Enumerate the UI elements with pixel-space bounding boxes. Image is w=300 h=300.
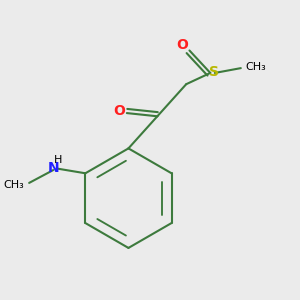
Text: CH₃: CH₃ bbox=[246, 62, 266, 72]
Text: O: O bbox=[113, 104, 125, 118]
Text: O: O bbox=[176, 38, 188, 52]
Text: N: N bbox=[48, 161, 60, 176]
Text: H: H bbox=[54, 155, 62, 165]
Text: S: S bbox=[209, 65, 219, 79]
Text: CH₃: CH₃ bbox=[4, 181, 24, 190]
